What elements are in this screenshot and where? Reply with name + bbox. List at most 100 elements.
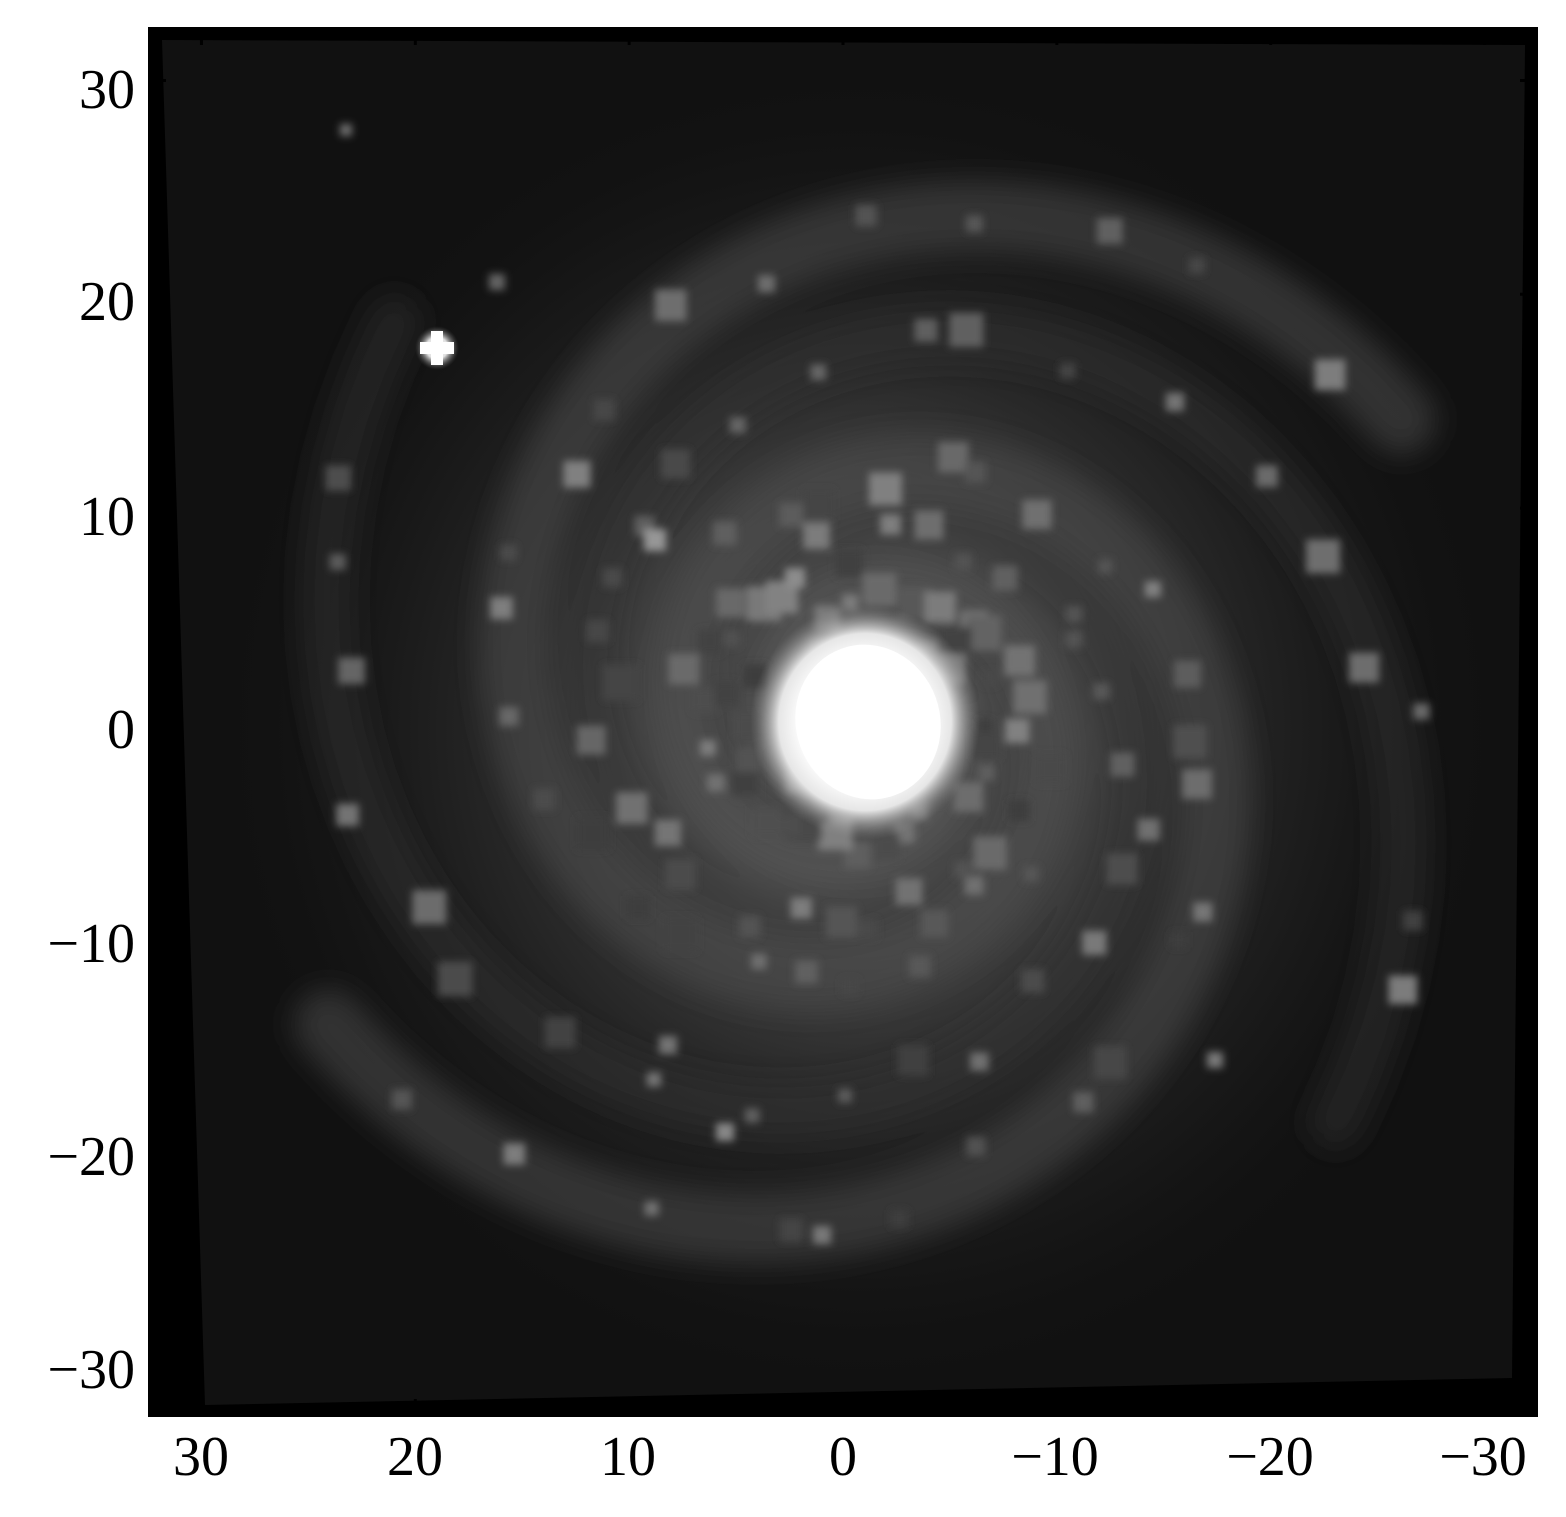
y-tick-label: −20 <box>47 1126 135 1188</box>
knot <box>1022 499 1052 529</box>
knot <box>503 1143 525 1165</box>
knot <box>1173 724 1207 759</box>
knot <box>698 629 722 654</box>
knot <box>992 565 1018 591</box>
knot <box>340 124 352 136</box>
knot <box>751 953 767 970</box>
x-tick-label: 10 <box>600 1426 656 1488</box>
knot <box>841 978 858 995</box>
knot <box>1106 853 1138 885</box>
knot <box>803 522 830 550</box>
knot <box>490 596 513 620</box>
knot <box>655 289 687 321</box>
knot <box>692 687 717 713</box>
knot <box>716 588 746 618</box>
knot <box>914 318 938 342</box>
knot <box>731 769 758 796</box>
knot <box>1182 769 1212 799</box>
knot <box>663 917 698 952</box>
y-axis-ticks <box>148 78 1538 1366</box>
knot <box>616 792 648 824</box>
y-axis-tick-labels: 30 20 10 0 −10 −20 −30 <box>47 59 135 1401</box>
knot <box>713 681 739 706</box>
knot <box>1065 630 1083 648</box>
knot <box>964 875 984 895</box>
knot <box>336 803 359 827</box>
knot <box>661 449 691 479</box>
knot <box>924 591 956 623</box>
knot <box>1082 930 1107 955</box>
knot <box>1314 359 1346 390</box>
knot <box>858 919 878 939</box>
knot <box>914 510 944 540</box>
knot <box>329 553 346 570</box>
knot <box>593 399 615 421</box>
knot <box>779 1218 803 1242</box>
y-tick-label: −10 <box>47 913 135 975</box>
knot <box>1094 1046 1127 1079</box>
knot <box>779 503 804 527</box>
knot <box>890 1209 908 1228</box>
knot <box>412 890 447 925</box>
knot <box>1188 257 1205 274</box>
knot <box>744 1108 760 1123</box>
knot <box>1008 800 1030 822</box>
foreground-star <box>415 326 459 370</box>
knot <box>1005 718 1030 744</box>
knot <box>576 817 610 850</box>
knot <box>1066 606 1082 623</box>
y-tick-label: −30 <box>47 1339 135 1401</box>
knot <box>1013 680 1047 714</box>
x-tick-label: −10 <box>1011 1426 1099 1488</box>
knot <box>1059 363 1076 379</box>
knot <box>752 807 782 837</box>
knot <box>920 909 948 938</box>
knot <box>1097 218 1123 244</box>
knot <box>785 568 805 588</box>
knot <box>1004 645 1035 676</box>
knot <box>644 529 666 551</box>
knot <box>576 725 606 755</box>
knot <box>586 619 609 643</box>
knot <box>825 906 858 938</box>
knot <box>716 1123 734 1141</box>
knot <box>954 861 972 878</box>
knot <box>1388 975 1418 1005</box>
knot <box>966 1136 986 1156</box>
knot <box>1173 660 1201 688</box>
y-tick-label: 10 <box>79 486 135 548</box>
knot <box>700 740 716 756</box>
knot <box>909 955 931 978</box>
knot <box>644 1201 659 1216</box>
x-tick-label: −30 <box>1439 1426 1527 1488</box>
knot <box>895 878 923 905</box>
knot <box>392 1089 412 1110</box>
knot <box>810 364 827 381</box>
knot <box>646 1072 662 1087</box>
knot <box>758 275 775 293</box>
x-tick-label: 0 <box>829 1426 857 1488</box>
knot <box>489 274 505 290</box>
knot <box>880 514 901 535</box>
knot <box>813 1226 831 1244</box>
knot <box>437 961 473 997</box>
knot <box>325 465 351 491</box>
knot <box>838 1088 852 1103</box>
knot <box>862 573 897 607</box>
knot <box>626 896 650 919</box>
knot <box>1036 754 1066 784</box>
knot <box>964 461 986 483</box>
knot <box>1021 969 1045 993</box>
knot <box>897 1044 929 1076</box>
knot <box>1144 581 1161 598</box>
knot <box>1098 559 1113 574</box>
knot <box>795 960 818 984</box>
knot <box>338 657 365 684</box>
knot <box>668 653 700 685</box>
knot <box>938 442 969 473</box>
knot <box>1349 652 1380 683</box>
x-tick-label: 30 <box>173 1426 229 1488</box>
knot <box>602 664 639 701</box>
knot <box>978 764 995 781</box>
knot <box>1402 910 1423 931</box>
